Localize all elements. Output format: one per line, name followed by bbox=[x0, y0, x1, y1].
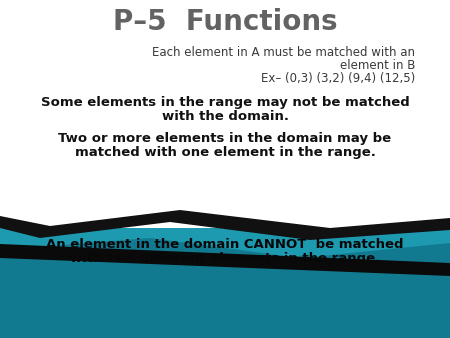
Text: Two or more elements in the domain may be: Two or more elements in the domain may b… bbox=[58, 132, 392, 145]
Text: Some elements in the range may not be matched: Some elements in the range may not be ma… bbox=[40, 96, 410, 109]
Polygon shape bbox=[0, 0, 450, 228]
Polygon shape bbox=[0, 238, 450, 338]
Text: Each element in A must be matched with an: Each element in A must be matched with a… bbox=[152, 46, 415, 59]
Polygon shape bbox=[0, 218, 450, 338]
Text: Ex– (0,3) (3,2) (9,4) (12,5): Ex– (0,3) (3,2) (9,4) (12,5) bbox=[261, 72, 415, 85]
Text: An element in the domain CANNOT  be matched: An element in the domain CANNOT be match… bbox=[46, 238, 404, 251]
Text: P–5  Functions: P–5 Functions bbox=[112, 8, 338, 36]
Text: with two different elements in the range.: with two different elements in the range… bbox=[70, 252, 380, 265]
Polygon shape bbox=[0, 210, 450, 240]
Polygon shape bbox=[0, 0, 450, 228]
Text: with the domain.: with the domain. bbox=[162, 110, 288, 123]
Text: element in B: element in B bbox=[340, 59, 415, 72]
Polygon shape bbox=[0, 244, 450, 276]
Text: matched with one element in the range.: matched with one element in the range. bbox=[75, 146, 375, 159]
